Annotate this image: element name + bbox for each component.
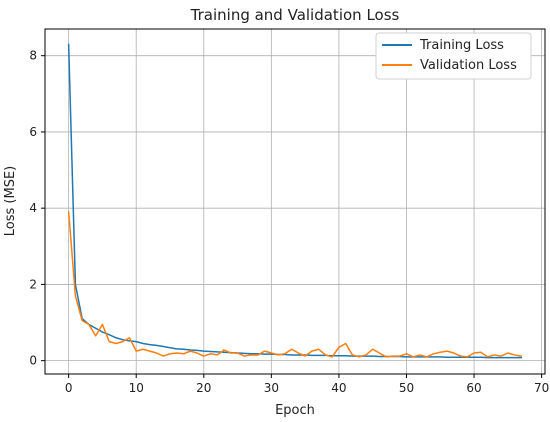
x-tick-label: 30 [264,381,279,395]
tick-layer [41,55,543,378]
series-layer [67,43,523,359]
y-axis-label: Loss (MSE) [3,166,18,236]
legend: Training Loss Validation Loss [375,32,532,80]
x-tick-label: 20 [196,381,211,395]
y-tick-label: 6 [29,125,37,139]
series-line-training-loss [67,43,523,359]
series-line-validation-loss [67,211,523,358]
chart-title: Training and Validation Loss [190,6,400,24]
tick-label-layer: 0 10 20 30 40 50 60 70 0 2 4 6 8 [29,49,549,395]
y-tick-label: 8 [29,49,37,63]
x-tick-label: 60 [466,381,481,395]
y-tick-label: 2 [29,277,37,291]
y-tick-label: 4 [29,201,37,215]
grid-layer [45,29,545,374]
plot-frame [44,28,546,375]
legend-label-validation-loss: Validation Loss [420,58,517,73]
x-tick-label: 0 [65,381,73,395]
x-tick-label: 10 [129,381,144,395]
legend-box [375,32,532,80]
x-axis-label: Epoch [275,403,315,418]
legend-label-training-loss: Training Loss [419,38,504,53]
y-tick-label: 0 [29,354,37,368]
x-tick-label: 70 [534,381,549,395]
x-tick-label: 50 [399,381,414,395]
x-tick-label: 40 [331,381,346,395]
